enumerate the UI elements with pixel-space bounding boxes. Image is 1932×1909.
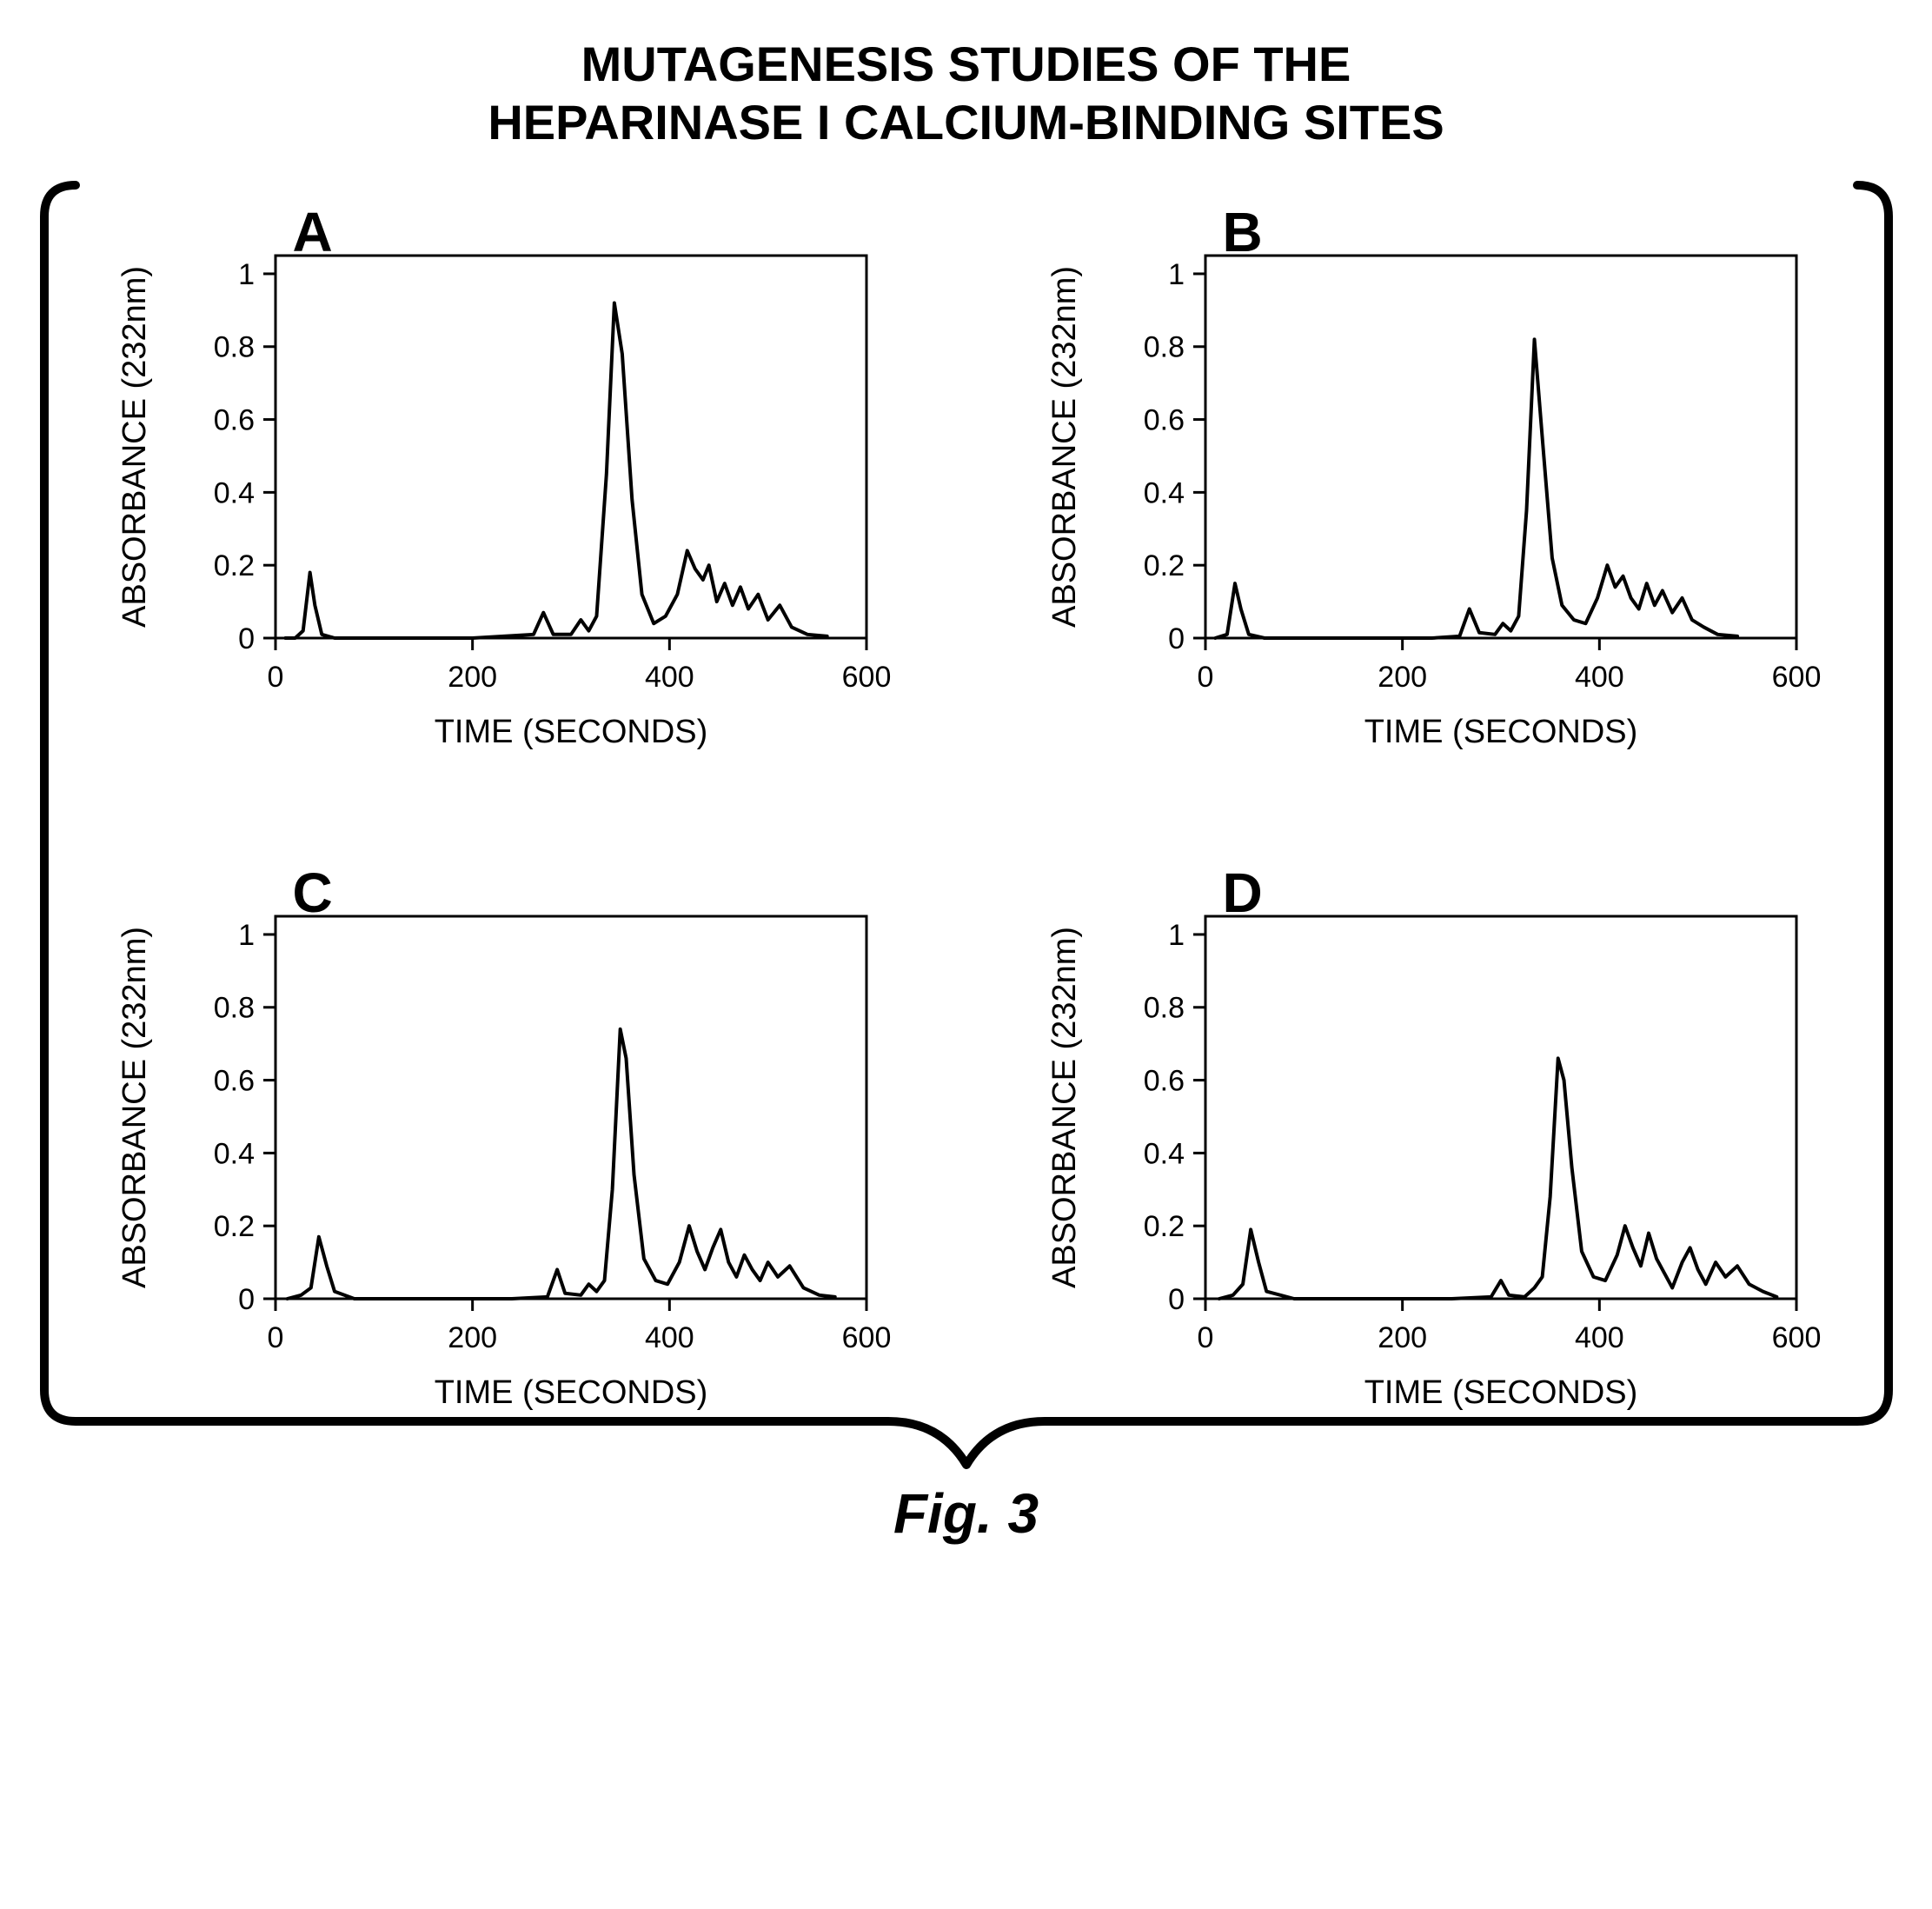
svg-text:200: 200 xyxy=(1378,1321,1427,1354)
figure-wrap: MUTAGENESIS STUDIES OF THE HEPARINASE I … xyxy=(37,35,1896,1546)
svg-text:0.8: 0.8 xyxy=(1143,331,1184,364)
panels-grid: A 0 200 400 600 0 0.2 0.4 0.6 0.8 1 TIME (SECONDS) A… xyxy=(63,203,1870,1420)
svg-text:0.6: 0.6 xyxy=(1143,404,1184,437)
svg-text:0.2: 0.2 xyxy=(1143,549,1184,582)
svg-text:0.8: 0.8 xyxy=(213,992,254,1025)
svg-text:ABSORBANCE (232nm): ABSORBANCE (232nm) xyxy=(1046,927,1083,1288)
chart-panel-B: B 0 200 400 600 0 0.2 0.4 0.6 0.8 1 TIME (SECONDS) A… xyxy=(1040,203,1822,760)
svg-text:0: 0 xyxy=(238,1283,255,1316)
panel-letter-A: A xyxy=(293,200,333,264)
svg-text:0.8: 0.8 xyxy=(1143,992,1184,1025)
svg-text:200: 200 xyxy=(448,661,497,694)
svg-text:1: 1 xyxy=(1168,258,1185,291)
svg-text:600: 600 xyxy=(1771,661,1821,694)
chart-svg: 0 200 400 600 0 0.2 0.4 0.6 0.8 1 TIME (SECONDS) AB… xyxy=(110,203,893,760)
svg-text:ABSORBANCE (232nm): ABSORBANCE (232nm) xyxy=(116,266,153,628)
panel-letter-C: C xyxy=(293,861,333,925)
svg-text:0.2: 0.2 xyxy=(213,549,254,582)
svg-text:1: 1 xyxy=(238,919,255,952)
chart-panel-C: C 0 200 400 600 0 0.2 0.4 0.6 0.8 1 TIME (SECONDS) A… xyxy=(110,864,893,1420)
svg-text:200: 200 xyxy=(448,1321,497,1354)
svg-text:0.4: 0.4 xyxy=(213,477,254,510)
svg-text:0.6: 0.6 xyxy=(213,1065,254,1098)
svg-text:0.4: 0.4 xyxy=(213,1138,254,1171)
svg-text:0.2: 0.2 xyxy=(1143,1210,1184,1243)
title-line-1: MUTAGENESIS STUDIES OF THE xyxy=(37,35,1896,93)
svg-text:0.6: 0.6 xyxy=(213,404,254,437)
svg-text:0: 0 xyxy=(267,1321,283,1354)
svg-text:0: 0 xyxy=(1197,1321,1213,1354)
svg-text:0.2: 0.2 xyxy=(213,1210,254,1243)
svg-text:400: 400 xyxy=(644,661,694,694)
svg-text:0.4: 0.4 xyxy=(1143,1138,1184,1171)
svg-text:600: 600 xyxy=(841,661,891,694)
chart-svg: 0 200 400 600 0 0.2 0.4 0.6 0.8 1 TIME (SECONDS) AB… xyxy=(1040,203,1822,760)
svg-text:600: 600 xyxy=(841,1321,891,1354)
panels-container: A 0 200 400 600 0 0.2 0.4 0.6 0.8 1 TIME (SECONDS) A… xyxy=(37,177,1896,1473)
chart-panel-D: D 0 200 400 600 0 0.2 0.4 0.6 0.8 1 TIME (SECONDS) A… xyxy=(1040,864,1822,1420)
svg-text:0.8: 0.8 xyxy=(213,331,254,364)
svg-text:0: 0 xyxy=(1197,661,1213,694)
svg-text:200: 200 xyxy=(1378,661,1427,694)
chart-svg: 0 200 400 600 0 0.2 0.4 0.6 0.8 1 TIME (SECONDS) AB… xyxy=(1040,864,1822,1420)
svg-text:0.4: 0.4 xyxy=(1143,477,1184,510)
figure-caption: Fig. 3 xyxy=(37,1481,1896,1546)
figure-title: MUTAGENESIS STUDIES OF THE HEPARINASE I … xyxy=(37,35,1896,151)
chart-panel-A: A 0 200 400 600 0 0.2 0.4 0.6 0.8 1 TIME (SECONDS) A… xyxy=(110,203,893,760)
panel-letter-B: B xyxy=(1223,200,1263,264)
svg-text:TIME (SECONDS): TIME (SECONDS) xyxy=(434,714,707,750)
title-line-2: HEPARINASE I CALCIUM-BINDING SITES xyxy=(37,93,1896,151)
panel-letter-D: D xyxy=(1223,861,1263,925)
svg-text:400: 400 xyxy=(644,1321,694,1354)
svg-text:TIME (SECONDS): TIME (SECONDS) xyxy=(434,1374,707,1411)
svg-text:0: 0 xyxy=(238,622,255,655)
svg-text:400: 400 xyxy=(1574,661,1623,694)
svg-text:TIME (SECONDS): TIME (SECONDS) xyxy=(1364,714,1637,750)
svg-text:1: 1 xyxy=(238,258,255,291)
svg-text:ABSORBANCE (232nm): ABSORBANCE (232nm) xyxy=(116,927,153,1288)
chart-svg: 0 200 400 600 0 0.2 0.4 0.6 0.8 1 TIME (SECONDS) AB… xyxy=(110,864,893,1420)
svg-text:0: 0 xyxy=(267,661,283,694)
svg-text:0.6: 0.6 xyxy=(1143,1065,1184,1098)
svg-text:1: 1 xyxy=(1168,919,1185,952)
svg-text:ABSORBANCE (232nm): ABSORBANCE (232nm) xyxy=(1046,266,1083,628)
svg-text:400: 400 xyxy=(1574,1321,1623,1354)
svg-text:0: 0 xyxy=(1168,1283,1185,1316)
svg-text:600: 600 xyxy=(1771,1321,1821,1354)
svg-text:0: 0 xyxy=(1168,622,1185,655)
svg-text:TIME (SECONDS): TIME (SECONDS) xyxy=(1364,1374,1637,1411)
